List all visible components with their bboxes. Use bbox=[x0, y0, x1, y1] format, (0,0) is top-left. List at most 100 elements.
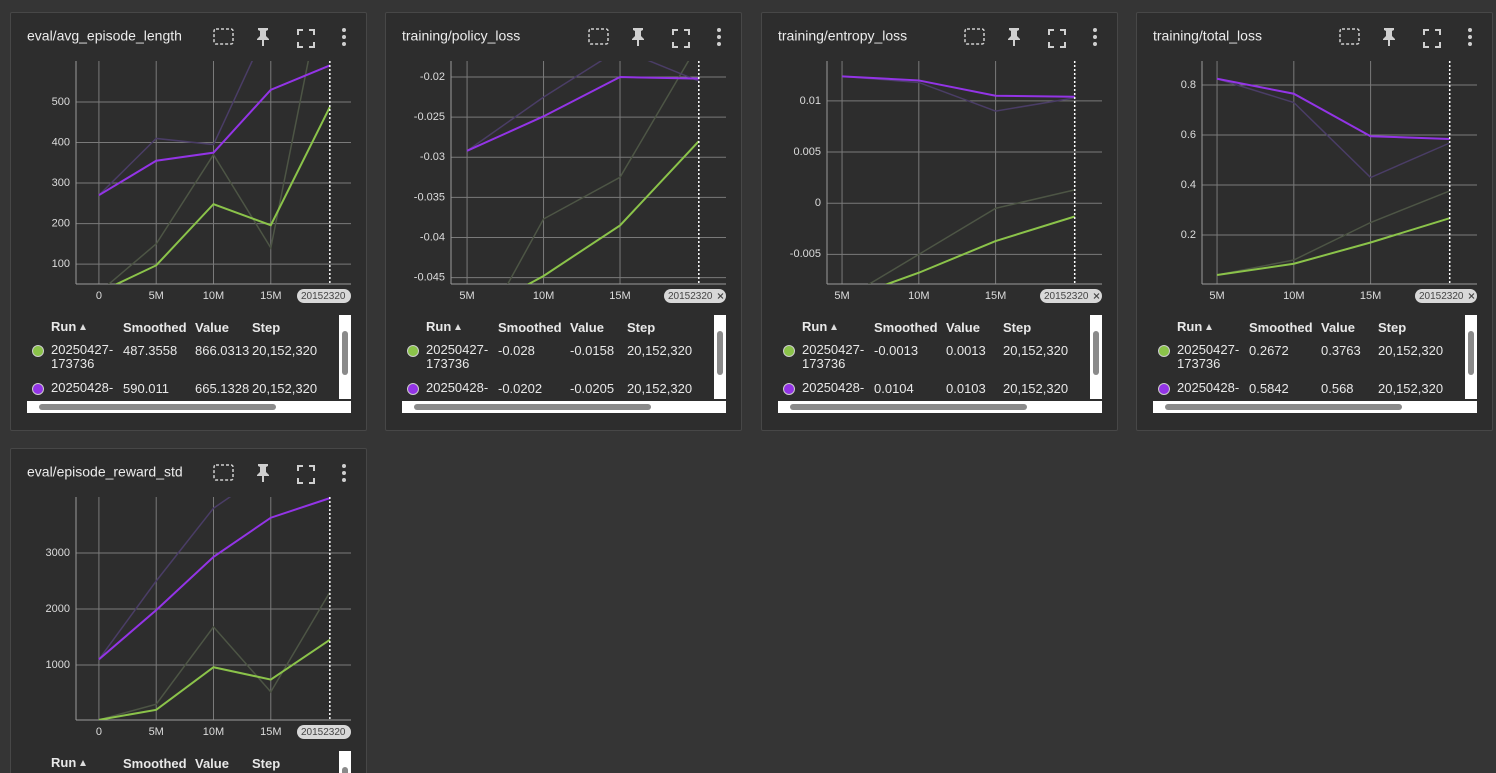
menu-dot[interactable] bbox=[1093, 35, 1097, 39]
vertical-scrollbar[interactable] bbox=[339, 315, 351, 399]
horizontal-scrollbar[interactable] bbox=[1153, 401, 1477, 413]
menu-dot[interactable] bbox=[342, 464, 346, 468]
column-header-text[interactable]: Smoothed bbox=[123, 755, 187, 771]
column-header-text[interactable]: Run bbox=[51, 319, 77, 334]
column-header-text[interactable]: Step bbox=[1378, 319, 1407, 335]
menu-dot[interactable] bbox=[342, 42, 346, 46]
menu-dot[interactable] bbox=[1468, 28, 1472, 32]
column-header[interactable]: Run bbox=[51, 756, 123, 770]
scroll-thumb[interactable] bbox=[1468, 331, 1474, 375]
column-header[interactable]: Smoothed bbox=[874, 320, 946, 335]
pin-icon[interactable] bbox=[632, 28, 644, 46]
fit-icon[interactable] bbox=[964, 28, 985, 45]
fit-icon[interactable] bbox=[1339, 28, 1360, 45]
column-header[interactable]: Smoothed bbox=[123, 320, 195, 335]
column-header[interactable]: Step bbox=[1003, 320, 1087, 335]
menu-dot[interactable] bbox=[1468, 35, 1472, 39]
fit-icon[interactable] bbox=[213, 28, 234, 45]
column-header-text[interactable]: Smoothed bbox=[874, 319, 938, 335]
fit-icon[interactable] bbox=[213, 464, 234, 481]
column-header[interactable]: Run bbox=[51, 320, 123, 334]
column-header-text[interactable]: Step bbox=[252, 319, 281, 335]
menu-dot[interactable] bbox=[342, 471, 346, 475]
column-header-text[interactable]: Value bbox=[195, 319, 229, 335]
run-name: 20250427-173736 bbox=[426, 342, 489, 371]
horizontal-scrollbar[interactable] bbox=[402, 401, 726, 413]
scroll-thumb[interactable] bbox=[342, 767, 348, 773]
fullscreen-icon[interactable] bbox=[297, 29, 315, 48]
column-header-text[interactable]: Run bbox=[802, 319, 828, 334]
column-header[interactable]: Run bbox=[1177, 320, 1249, 334]
pin-icon[interactable] bbox=[1008, 28, 1020, 46]
pin-icon[interactable] bbox=[257, 28, 269, 46]
column-header[interactable]: Run bbox=[426, 320, 498, 334]
column-header[interactable]: Value bbox=[570, 320, 627, 335]
column-header[interactable]: Value bbox=[946, 320, 1003, 335]
column-header-text[interactable]: Smoothed bbox=[498, 319, 562, 335]
column-header-text[interactable]: Step bbox=[252, 755, 281, 771]
column-header-text[interactable]: Value bbox=[946, 319, 980, 335]
x-tick-label: 15M bbox=[609, 290, 630, 302]
chip-close[interactable] bbox=[1468, 293, 1475, 299]
column-header[interactable]: Smoothed bbox=[1249, 320, 1321, 335]
vertical-scrollbar[interactable] bbox=[1090, 315, 1102, 399]
menu-dot[interactable] bbox=[717, 35, 721, 39]
column-header-text[interactable]: Value bbox=[195, 755, 229, 771]
menu-dot[interactable] bbox=[342, 35, 346, 39]
menu-dot[interactable] bbox=[717, 28, 721, 32]
horizontal-scrollbar[interactable] bbox=[27, 401, 351, 413]
x-tick-label: 5M bbox=[149, 726, 164, 738]
column-header[interactable]: Step bbox=[1378, 320, 1462, 335]
scroll-thumb[interactable] bbox=[39, 404, 276, 410]
column-header[interactable]: Step bbox=[252, 756, 336, 771]
step-chip bbox=[297, 725, 351, 739]
fullscreen-icon[interactable] bbox=[297, 465, 315, 484]
column-header[interactable]: Smoothed bbox=[498, 320, 570, 335]
column-header[interactable]: Value bbox=[195, 756, 252, 771]
scroll-thumb[interactable] bbox=[1165, 404, 1402, 410]
run-name: 20250428- bbox=[802, 380, 865, 395]
column-header[interactable]: Value bbox=[1321, 320, 1378, 335]
run-color bbox=[783, 383, 795, 395]
column-header[interactable]: Step bbox=[627, 320, 711, 335]
column-header[interactable]: Step bbox=[252, 320, 336, 335]
pin-icon[interactable] bbox=[257, 464, 269, 482]
scroll-thumb[interactable] bbox=[414, 404, 651, 410]
horizontal-scrollbar[interactable] bbox=[778, 401, 1102, 413]
chip-close[interactable] bbox=[717, 293, 724, 299]
fit-icon[interactable] bbox=[588, 28, 609, 45]
column-header-text[interactable]: Step bbox=[627, 319, 656, 335]
chip-close[interactable] bbox=[1093, 293, 1100, 299]
menu-dot[interactable] bbox=[342, 478, 346, 482]
column-header-text[interactable]: Run bbox=[1177, 319, 1203, 334]
column-header-text[interactable]: Value bbox=[1321, 319, 1355, 335]
vertical-scrollbar[interactable] bbox=[1465, 315, 1477, 399]
column-header-text[interactable]: Run bbox=[51, 755, 77, 770]
raw-line bbox=[841, 75, 1075, 112]
fullscreen-icon[interactable] bbox=[672, 29, 690, 48]
scroll-thumb[interactable] bbox=[1093, 331, 1099, 375]
column-header[interactable]: Smoothed bbox=[123, 756, 195, 771]
menu-dot[interactable] bbox=[1093, 42, 1097, 46]
menu-dot[interactable] bbox=[1093, 28, 1097, 32]
vertical-scrollbar[interactable] bbox=[339, 751, 351, 773]
run-color-cell bbox=[778, 381, 802, 398]
vertical-scrollbar[interactable] bbox=[714, 315, 726, 399]
fullscreen-icon[interactable] bbox=[1048, 29, 1066, 48]
menu-dot[interactable] bbox=[1468, 42, 1472, 46]
column-header[interactable]: Run bbox=[802, 320, 874, 334]
scroll-thumb[interactable] bbox=[342, 331, 348, 375]
pin-icon[interactable] bbox=[1383, 28, 1395, 46]
column-header-text[interactable]: Smoothed bbox=[1249, 319, 1313, 335]
menu-dot[interactable] bbox=[342, 28, 346, 32]
scroll-thumb[interactable] bbox=[790, 404, 1027, 410]
scroll-thumb[interactable] bbox=[717, 331, 723, 375]
column-header[interactable]: Value bbox=[195, 320, 252, 335]
column-header-text[interactable]: Smoothed bbox=[123, 319, 187, 335]
fullscreen-icon[interactable] bbox=[1423, 29, 1441, 48]
column-header-text[interactable]: Step bbox=[1003, 319, 1032, 335]
column-header-text[interactable]: Run bbox=[426, 319, 452, 334]
column-header-text[interactable]: Value bbox=[570, 319, 604, 335]
menu-dot[interactable] bbox=[717, 42, 721, 46]
step-chip-label: 20152320 bbox=[301, 291, 346, 302]
